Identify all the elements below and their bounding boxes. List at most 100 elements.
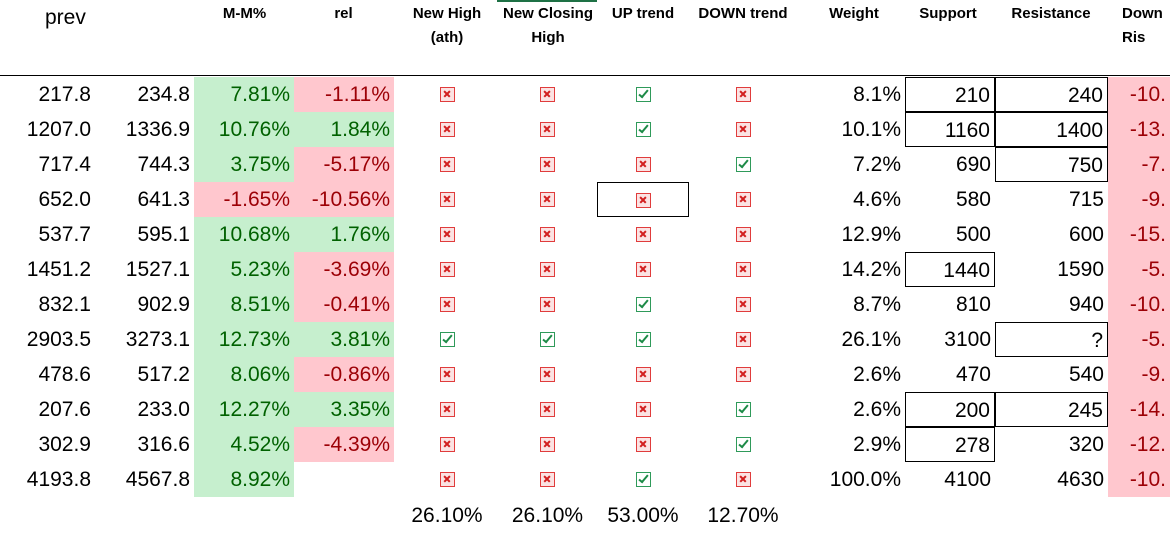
cell-nh[interactable] [396,322,498,357]
cell-down-rise[interactable]: -10. [1108,77,1170,112]
cell-prev[interactable]: 1451.2 [26,258,91,281]
cell-prev[interactable]: 537.7 [38,223,91,246]
cell-up[interactable] [597,287,689,322]
cell-cur[interactable]: 1527.1 [125,258,190,281]
cell-resistance[interactable]: 1400 [995,112,1108,147]
header-up-trend[interactable]: UP trend [611,5,675,22]
cell-down-rise[interactable]: -9. [1108,357,1170,392]
cell-nh[interactable] [396,182,498,217]
cell-rel[interactable] [294,462,394,497]
cell-nh[interactable] [396,427,498,462]
cell-weight[interactable]: 100.0% [829,468,901,491]
cell-nh[interactable] [396,287,498,322]
header-down-trend[interactable]: DOWN trend [698,5,788,22]
cell-rel[interactable]: -1.11% [294,77,394,112]
cell-rel[interactable]: -3.69% [294,252,394,287]
cell-resistance[interactable]: 1590 [1057,258,1104,281]
cell-weight[interactable]: 8.7% [853,293,901,316]
cell-prev[interactable]: 207.6 [38,398,91,421]
header-new-closing-high[interactable]: New Closing High [502,5,593,46]
cell-resistance[interactable]: 940 [1068,293,1104,316]
cell-nh[interactable] [396,392,498,427]
cell-prev[interactable]: 2903.5 [26,328,91,351]
cell-mm[interactable]: 4.52% [194,427,294,462]
total-down[interactable]: 12.70% [707,504,779,527]
cell-rel[interactable]: -5.17% [294,147,394,182]
cell-mm[interactable]: 8.51% [194,287,294,322]
total-up[interactable]: 53.00% [607,504,679,527]
cell-prev[interactable]: 478.6 [38,363,91,386]
cell-nch[interactable] [498,322,597,357]
cell-cur[interactable]: 595.1 [137,223,190,246]
cell-down-rise[interactable]: -5. [1108,252,1170,287]
cell-mm[interactable]: -1.65% [194,182,294,217]
cell-down-rise[interactable]: -5. [1108,322,1170,357]
cell-weight[interactable]: 12.9% [841,223,901,246]
cell-support[interactable]: 1160 [905,112,995,147]
cell-prev[interactable]: 217.8 [38,83,91,106]
cell-nch[interactable] [498,182,597,217]
header-support[interactable]: Support [919,5,977,22]
cell-resistance[interactable]: 240 [995,77,1108,112]
cell-support[interactable]: 810 [955,293,991,316]
cell-nch[interactable] [498,217,597,252]
cell-down[interactable] [689,357,797,392]
cell-down[interactable] [689,287,797,322]
cell-weight[interactable]: 7.2% [853,153,901,176]
cell-prev[interactable]: 652.0 [38,188,91,211]
cell-up[interactable] [597,322,689,357]
cell-weight[interactable]: 2.6% [853,398,901,421]
cell-up[interactable] [597,252,689,287]
cell-support[interactable]: 4100 [944,468,991,491]
cell-down-rise[interactable]: -14. [1108,392,1170,427]
cell-weight[interactable]: 4.6% [853,188,901,211]
cell-down[interactable] [689,182,797,217]
cell-down[interactable] [689,392,797,427]
cell-down[interactable] [689,252,797,287]
cell-nch[interactable] [498,357,597,392]
cell-cur[interactable]: 517.2 [137,363,190,386]
cell-rel[interactable]: 1.76% [294,217,394,252]
cell-nch[interactable] [498,252,597,287]
cell-down[interactable] [689,217,797,252]
cell-down-rise[interactable]: -13. [1108,112,1170,147]
header-new-high[interactable]: New High (ath) [412,5,482,46]
cell-down-rise[interactable]: -12. [1108,427,1170,462]
header-rel[interactable]: rel [334,5,353,22]
cell-mm[interactable]: 10.76% [194,112,294,147]
cell-rel[interactable]: -0.41% [294,287,394,322]
cell-down[interactable] [689,427,797,462]
cell-down-rise[interactable]: -9. [1108,182,1170,217]
cell-resistance[interactable]: 540 [1068,363,1104,386]
cell-weight[interactable]: 26.1% [841,328,901,351]
cell-nh[interactable] [396,77,498,112]
header-resistance[interactable]: Resistance [1011,5,1091,22]
cell-down[interactable] [689,77,797,112]
cell-prev[interactable]: 4193.8 [26,468,91,491]
cell-weight[interactable]: 14.2% [841,258,901,281]
cell-nh[interactable] [396,252,498,287]
cell-nh[interactable] [396,147,498,182]
cell-support[interactable]: 210 [905,77,995,112]
total-nh[interactable]: 26.10% [411,504,483,527]
cell-prev[interactable]: 302.9 [38,433,91,456]
cell-rel[interactable]: 1.84% [294,112,394,147]
cell-cur[interactable]: 316.6 [137,433,190,456]
cell-rel[interactable]: -0.86% [294,357,394,392]
cell-rel[interactable]: 3.35% [294,392,394,427]
cell-down-rise[interactable]: -7. [1108,147,1170,182]
cell-down[interactable] [689,112,797,147]
cell-weight[interactable]: 2.6% [853,363,901,386]
cell-up[interactable] [597,77,689,112]
cell-cur[interactable]: 641.3 [137,188,190,211]
cell-support[interactable]: 3100 [944,328,991,351]
cell-weight[interactable]: 8.1% [853,83,901,106]
cell-weight[interactable]: 10.1% [841,118,901,141]
cell-resistance[interactable]: 4630 [1057,468,1104,491]
cell-mm[interactable]: 12.27% [194,392,294,427]
cell-up[interactable] [597,217,689,252]
cell-rel[interactable]: -4.39% [294,427,394,462]
cell-support[interactable]: 1440 [905,252,995,287]
cell-nch[interactable] [498,392,597,427]
cell-cur[interactable]: 233.0 [137,398,190,421]
